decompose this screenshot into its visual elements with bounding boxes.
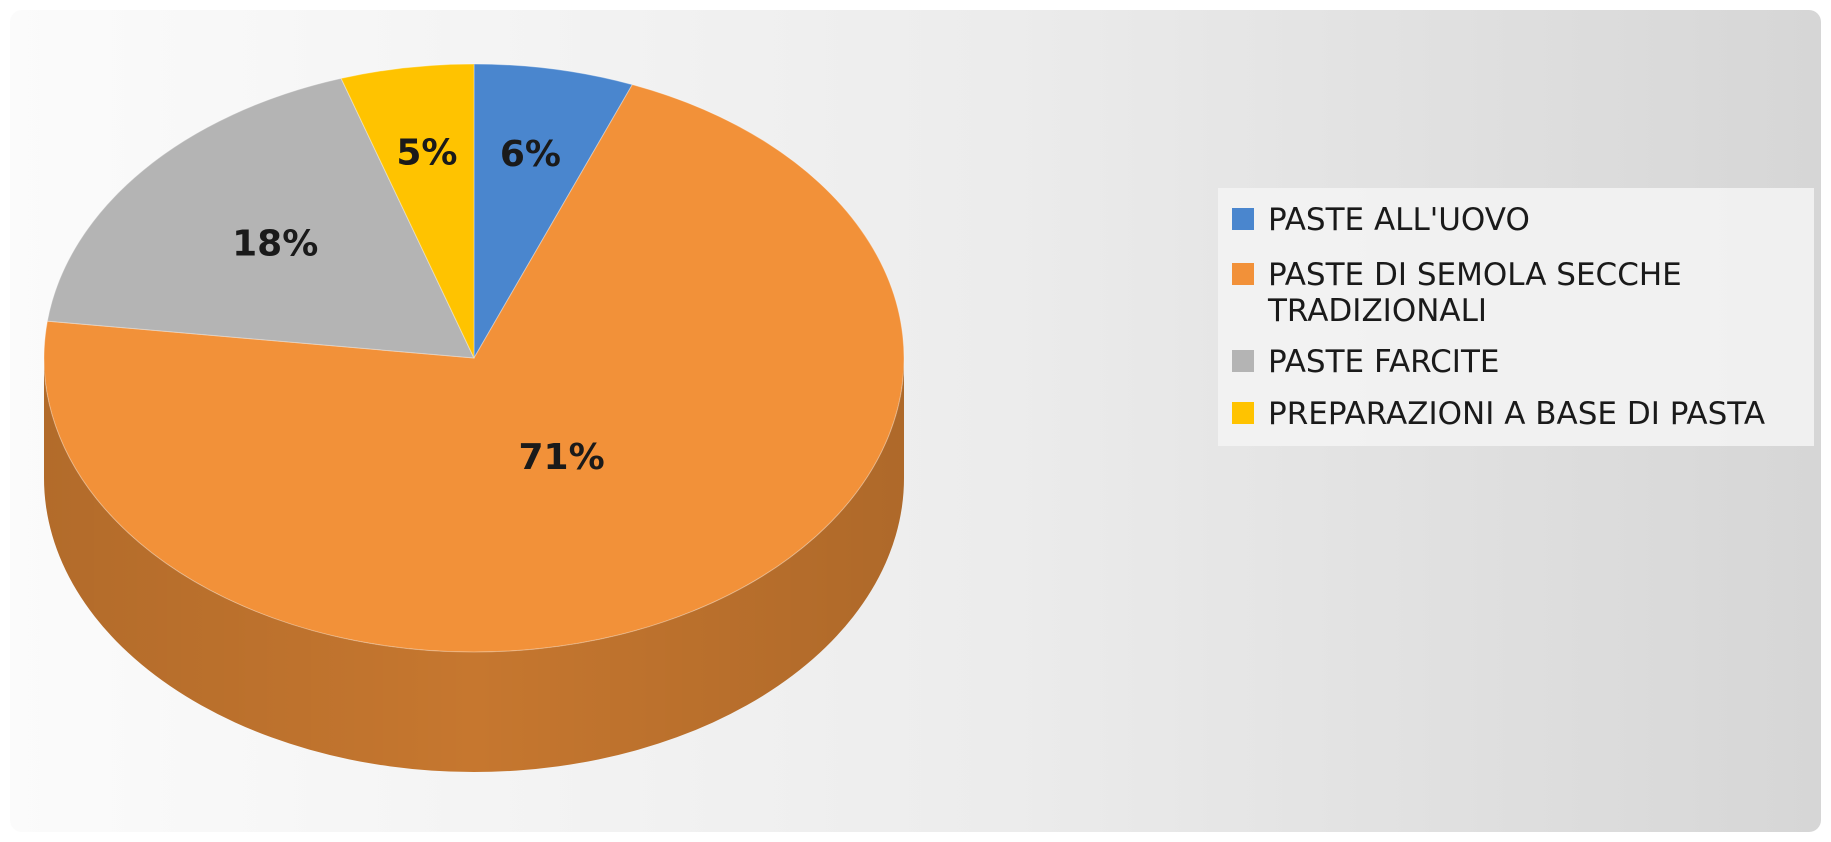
data-label-2: 71% [519, 437, 605, 478]
legend-label-1: PASTE ALL'UOVO [1268, 202, 1530, 238]
legend-swatch-1 [1232, 208, 1254, 230]
pie-sides [44, 358, 904, 772]
legend: PASTE ALL'UOVO PASTE DI SEMOLA SECCHETRAD… [1218, 188, 1814, 446]
pie-slice-1 [473, 63, 634, 360]
pie-slice-side-shading-2 [44, 358, 904, 772]
legend-label-3: PASTE FARCITE [1268, 344, 1499, 380]
pie-slice-4 [340, 63, 475, 359]
pie-slice-3 [46, 77, 475, 359]
legend-label-2-line-2: TRADIZIONALI [1267, 293, 1487, 329]
pie-tops [43, 63, 905, 653]
data-label-4: 5% [396, 133, 457, 174]
pie-slice-2 [43, 84, 905, 653]
legend-swatch-4 [1232, 402, 1254, 424]
legend-swatch-3 [1232, 350, 1254, 372]
legend-swatch-2 [1232, 263, 1254, 285]
legend-label-2-line-1: PASTE DI SEMOLA SECCHE [1268, 257, 1682, 293]
pie-data-labels: 6% 71% 18% 5% [232, 133, 605, 479]
data-label-3: 18% [232, 224, 318, 265]
legend-box [1218, 188, 1814, 446]
data-label-1: 6% [500, 134, 561, 175]
legend-label-4: PREPARAZIONI A BASE DI PASTA [1268, 396, 1765, 432]
